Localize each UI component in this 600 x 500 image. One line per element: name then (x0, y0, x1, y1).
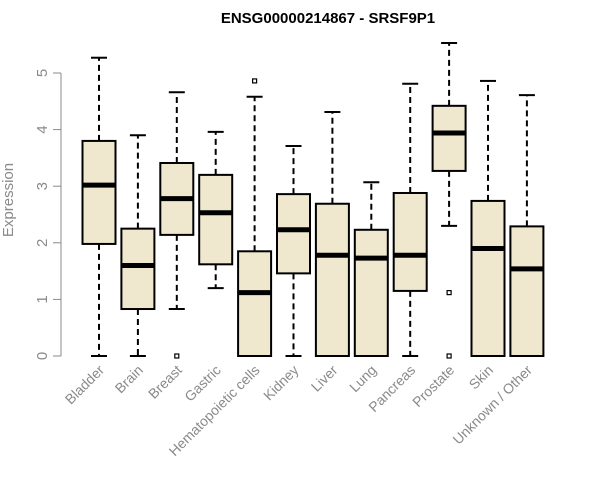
x-tick-label: Skin (466, 362, 497, 393)
box-prostate (431, 42, 467, 359)
box-gastric (198, 130, 234, 290)
box-liver (314, 111, 350, 357)
x-tick-label: Lung (346, 362, 379, 395)
outlier-point (252, 78, 258, 84)
y-tick-label: 1 (34, 295, 51, 303)
box-lung (353, 181, 389, 357)
y-axis-label: Expression (0, 163, 17, 237)
box-bladder (81, 56, 117, 357)
box-unknown-other (509, 94, 545, 357)
chart-title: ENSG00000214867 - SRSF9P1 (221, 10, 435, 27)
outlier-point (446, 290, 452, 296)
box-skin (470, 79, 506, 357)
box-brain (120, 134, 156, 357)
y-tick-label: 2 (34, 239, 51, 247)
box-rect (392, 191, 428, 292)
y-axis: 0 1 2 3 4 5 (34, 69, 62, 360)
boxes (81, 42, 545, 359)
box-rect (120, 227, 156, 311)
x-tick-label: Liver (308, 362, 341, 395)
x-tick-label: Brain (112, 362, 146, 396)
box-rect (353, 228, 389, 357)
box-hematopoietic-cells (237, 78, 273, 357)
y-tick-label: 0 (34, 352, 51, 360)
x-tick-label: Bladder (62, 362, 108, 408)
x-tick-label: Prostate (409, 362, 457, 410)
box-kidney (276, 145, 311, 357)
box-rect (198, 173, 234, 266)
box-breast (159, 91, 195, 359)
x-tick-label: Breast (145, 362, 185, 402)
y-tick-label: 3 (34, 182, 51, 190)
box-rect (470, 199, 506, 357)
x-tick-label: Kidney (260, 362, 302, 404)
y-tick-label: 4 (34, 125, 51, 133)
box-rect (276, 193, 311, 275)
box-pancreas (392, 82, 428, 357)
y-tick-label: 5 (34, 69, 51, 77)
box-rect (237, 250, 273, 357)
box-rect (509, 225, 545, 357)
box-rect (431, 104, 467, 172)
box-rect (314, 202, 350, 357)
outlier-point (174, 353, 180, 359)
box-rect (81, 139, 117, 245)
outlier-point (446, 353, 452, 359)
